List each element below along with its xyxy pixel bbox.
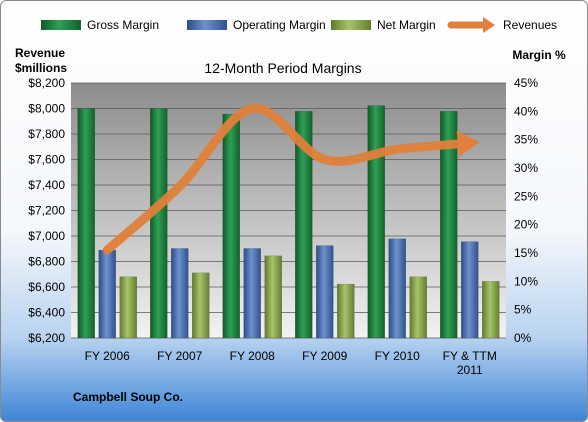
right-tick-label: 5% — [514, 303, 532, 317]
legend-label: Gross Margin — [87, 18, 159, 32]
right-axis: 0% 5% 10% 15% 20% 25% 30% 35% 40% 45% — [514, 76, 538, 345]
bar-operating-margin — [243, 248, 261, 339]
revenue-line-path — [102, 103, 475, 255]
left-axis: $6,200 $6,400 $6,600 $6,800 $7,000 $7,200 $7,4… — [28, 76, 65, 345]
right-tick-label: 40% — [514, 104, 538, 118]
x-tick-label: FY 2007 — [157, 349, 202, 363]
left-tick-label: $8,000 — [28, 102, 65, 116]
x-tick-label: FY 2010 — [375, 349, 420, 363]
legend-label: Net Margin — [377, 18, 436, 32]
bar-net-margin — [409, 276, 427, 339]
legend: Gross Margin Operating Margin Net Margin Re… — [41, 17, 557, 33]
bar-gross-margin — [150, 108, 168, 339]
right-tick-label: 15% — [514, 246, 538, 260]
chart-title: 12-Month Period Margins — [204, 60, 361, 76]
revenue-arrowhead — [456, 131, 480, 157]
bar-operating-margin — [461, 241, 479, 339]
legend-label: Revenues — [503, 18, 557, 32]
left-tick-label: $6,800 — [28, 255, 65, 269]
left-tick-label: $7,600 — [28, 153, 65, 167]
legend-swatch-gross-margin — [41, 20, 81, 30]
bar-operating-margin — [316, 245, 334, 339]
right-tick-label: 25% — [514, 189, 538, 203]
company-name: Campbell Soup Co. — [73, 390, 183, 404]
left-tick-label: $6,400 — [28, 306, 65, 320]
bar-operating-margin — [98, 249, 116, 339]
legend-arrow — [483, 17, 495, 33]
left-tick-label: $6,600 — [28, 280, 65, 294]
legend-swatch-operating-margin — [187, 20, 227, 30]
bar-net-margin — [337, 283, 355, 339]
right-tick-label: 45% — [514, 76, 538, 90]
right-tick-label: 35% — [514, 133, 538, 147]
bar-gross-margin — [222, 113, 240, 339]
bar-net-margin — [119, 276, 137, 339]
left-tick-label: $7,200 — [28, 204, 65, 218]
left-tick-label: $6,200 — [28, 331, 65, 345]
bar-net-margin — [482, 281, 500, 339]
left-axis-label-line2: $millions — [15, 61, 67, 75]
x-axis: FY 2006 FY 2007 FY 2008 FY 2009 FY 2010 FY & … — [85, 349, 497, 377]
bar-gross-margin — [367, 105, 385, 339]
right-tick-label: 10% — [514, 274, 538, 288]
x-tick-label: 2011 — [457, 363, 483, 377]
left-tick-label: $8,200 — [28, 76, 65, 90]
x-tick-label: FY 2006 — [85, 349, 130, 363]
left-axis-label-line1: Revenue — [15, 46, 65, 60]
bar-gross-margin — [77, 108, 95, 339]
left-tick-label: $7,800 — [28, 127, 65, 141]
left-tick-label: $7,000 — [28, 229, 65, 243]
x-tick-label: FY & TTM — [443, 349, 497, 363]
left-tick-label: $7,400 — [28, 178, 65, 192]
right-tick-label: 0% — [514, 331, 532, 345]
right-tick-label: 30% — [514, 161, 538, 175]
right-axis-label: Margin % — [512, 48, 566, 62]
bar-gross-margin — [440, 111, 458, 339]
x-tick-label: FY 2009 — [302, 349, 347, 363]
bar-net-margin — [264, 255, 282, 339]
revenue-line — [102, 103, 480, 255]
bar-operating-margin — [388, 238, 406, 339]
bar-operating-margin — [171, 248, 189, 339]
bars — [77, 105, 500, 339]
legend-swatch-net-margin — [331, 20, 371, 30]
bar-gross-margin — [295, 111, 313, 339]
right-tick-label: 20% — [514, 218, 538, 232]
bar-net-margin — [192, 272, 210, 339]
legend-label: Operating Margin — [233, 18, 326, 32]
x-tick-label: FY 2008 — [230, 349, 275, 363]
